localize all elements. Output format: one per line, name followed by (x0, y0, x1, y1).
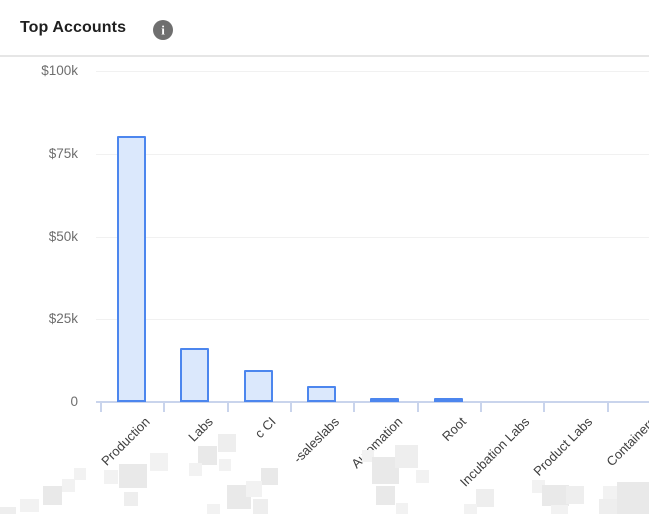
y-axis-label: $50k (48, 228, 78, 244)
x-axis-tick (479, 403, 482, 412)
bar[interactable] (180, 348, 210, 402)
x-axis-tick (289, 403, 292, 412)
redaction-block (599, 499, 622, 514)
info-icon-glyph: i (161, 22, 165, 37)
x-axis-label: Root (438, 414, 469, 445)
redaction-block (372, 457, 399, 484)
redaction-block (532, 480, 545, 493)
redaction-block (207, 504, 220, 514)
bar[interactable] (117, 136, 147, 402)
x-axis-label: Labs (185, 414, 216, 445)
bar[interactable] (370, 397, 400, 402)
x-axis-label: Product Labs (530, 414, 596, 479)
redaction-block (189, 463, 202, 476)
redaction-block (124, 492, 138, 506)
redaction-block (542, 485, 569, 506)
x-axis-tick (163, 403, 166, 412)
y-axis-label: $100k (41, 63, 78, 78)
redaction-block (20, 499, 39, 512)
gridline (96, 153, 649, 155)
redaction-block (104, 470, 118, 484)
redaction-block (119, 464, 147, 488)
redaction-block (376, 486, 395, 505)
gridline (96, 71, 649, 72)
gridline (96, 319, 649, 321)
redaction-block (416, 470, 429, 483)
info-icon[interactable]: i (153, 20, 173, 40)
redaction-block (0, 507, 16, 514)
redaction-block (261, 468, 278, 485)
redaction-block (464, 504, 477, 514)
x-axis-label: Containers (603, 414, 649, 470)
redaction-block (246, 481, 262, 497)
x-axis-tick (226, 403, 229, 412)
redaction-block (395, 445, 418, 468)
redaction-block (74, 468, 86, 480)
redaction-block (566, 486, 584, 504)
redaction-block (603, 486, 618, 501)
redaction-block (43, 486, 62, 505)
x-axis-label: -saleslabs (290, 414, 343, 466)
header-divider (0, 55, 649, 57)
redaction-block (617, 482, 649, 514)
x-axis-tick (353, 403, 356, 412)
x-axis-line (96, 401, 649, 403)
x-axis-label: Production (97, 414, 153, 469)
x-axis-tick (100, 403, 102, 412)
redaction-block (219, 459, 231, 471)
redaction-block (551, 505, 568, 514)
redaction-block (476, 489, 494, 507)
x-axis-tick (606, 403, 609, 412)
redaction-block (150, 453, 168, 471)
gridline (96, 236, 649, 238)
redaction-block (62, 479, 75, 492)
bar[interactable] (243, 369, 273, 402)
redaction-block (218, 434, 236, 452)
redaction-block (396, 503, 408, 514)
redaction-block (198, 446, 217, 465)
y-axis-label: 0 (70, 394, 78, 409)
y-axis-label: $75k (48, 145, 78, 161)
bar[interactable] (307, 386, 337, 402)
y-axis-label: $25k (48, 311, 78, 327)
x-axis-tick (543, 403, 546, 412)
x-axis-label: c CI (251, 414, 279, 441)
x-axis-tick (416, 403, 419, 412)
redaction-block (362, 450, 374, 462)
redaction-block (253, 499, 268, 514)
page-title: Top Accounts (20, 19, 127, 36)
bar[interactable] (433, 397, 463, 402)
